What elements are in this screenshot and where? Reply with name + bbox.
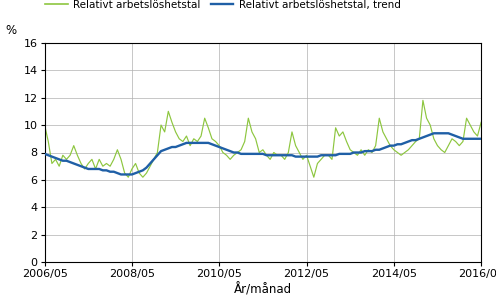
Text: %: % [5,23,16,37]
X-axis label: År/månad: År/månad [234,283,292,297]
Legend: Relativt arbetslöshetstal, Relativt arbetslöshetstal, trend: Relativt arbetslöshetstal, Relativt arbe… [45,0,401,10]
